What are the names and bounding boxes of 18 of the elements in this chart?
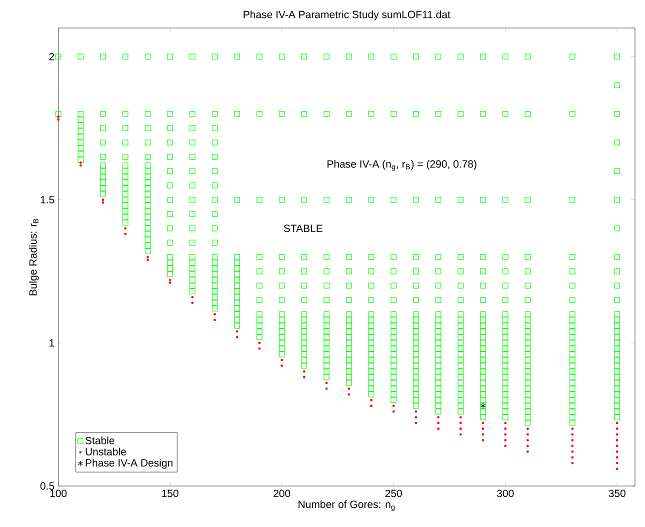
legend-label: Phase IV-A Design [86,458,172,469]
y-axis-title: Bulge Radius: r$_{B}$ [29,218,39,296]
y-tick-label: 1.5 [40,196,54,204]
chart-title: Phase IV-A Parametric Study sumLOF11.dat [244,10,450,20]
x-tick-label: 300 [497,490,514,498]
x-tick-label: 250 [385,490,402,498]
x-tick-label: 200 [274,490,290,498]
annotation: STABLE [284,224,322,232]
y-tick-label: 2 [49,52,54,60]
x-tick-label: 100 [50,490,67,498]
x-tick-label: 350 [608,490,626,498]
legend-label: Stable [85,436,114,444]
legend-label: Unstable [86,448,126,456]
y-tick-label: 0.5 [40,482,54,490]
x-tick-label: 150 [162,490,178,498]
annotation: Phase IV-A (n$_{g}$, r$_{B}$) = (290, 0.78) [328,160,476,171]
y-tick-label: 1 [50,339,54,346]
x-axis-title: Number of Gores: n$_{g}$ [298,500,395,512]
